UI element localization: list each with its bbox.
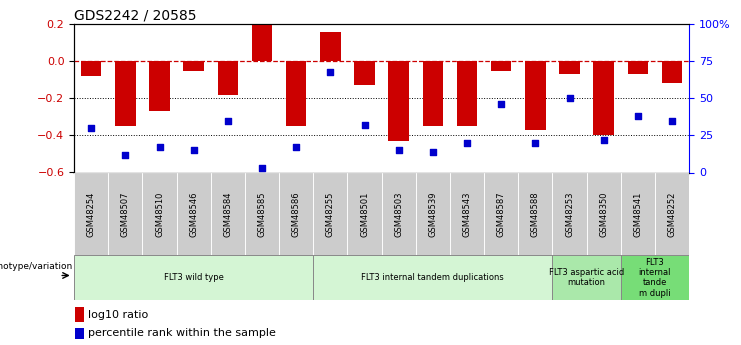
Bar bbox=[621, 255, 689, 300]
Text: GDS2242 / 20585: GDS2242 / 20585 bbox=[74, 9, 196, 23]
Bar bbox=[279, 172, 313, 255]
Point bbox=[153, 145, 165, 150]
Bar bbox=[388, 61, 409, 141]
Point bbox=[632, 114, 644, 119]
Bar bbox=[218, 61, 238, 95]
Bar bbox=[108, 172, 142, 255]
Bar bbox=[621, 172, 655, 255]
Bar bbox=[594, 61, 614, 135]
Bar bbox=[422, 61, 443, 126]
Text: GSM48254: GSM48254 bbox=[87, 191, 96, 237]
Bar bbox=[348, 172, 382, 255]
Text: FLT3
internal
tande
m dupli: FLT3 internal tande m dupli bbox=[639, 258, 671, 298]
Text: percentile rank within the sample: percentile rank within the sample bbox=[88, 328, 276, 338]
Bar bbox=[382, 172, 416, 255]
Bar bbox=[354, 61, 375, 85]
Point bbox=[256, 165, 268, 171]
Bar bbox=[628, 61, 648, 74]
Bar bbox=[662, 61, 682, 83]
Point bbox=[290, 145, 302, 150]
Bar bbox=[655, 172, 689, 255]
Text: GSM48585: GSM48585 bbox=[258, 191, 267, 237]
Bar bbox=[115, 61, 136, 126]
Bar bbox=[245, 172, 279, 255]
Text: GSM48503: GSM48503 bbox=[394, 191, 403, 237]
Bar bbox=[176, 172, 210, 255]
Point bbox=[564, 96, 576, 101]
Point bbox=[359, 122, 370, 128]
Bar bbox=[75, 307, 84, 322]
Bar bbox=[74, 255, 313, 300]
Bar bbox=[518, 172, 553, 255]
Bar bbox=[559, 61, 579, 74]
Text: FLT3 aspartic acid
mutation: FLT3 aspartic acid mutation bbox=[549, 268, 624, 287]
Point bbox=[427, 149, 439, 155]
Bar bbox=[416, 172, 450, 255]
Bar bbox=[553, 172, 587, 255]
Point bbox=[529, 140, 541, 146]
Bar bbox=[320, 31, 341, 61]
Bar bbox=[75, 328, 84, 338]
Bar bbox=[525, 61, 545, 130]
Point bbox=[187, 147, 199, 153]
Text: GSM48510: GSM48510 bbox=[155, 191, 164, 237]
Bar bbox=[184, 61, 204, 70]
Text: GSM48350: GSM48350 bbox=[599, 191, 608, 237]
Bar bbox=[313, 255, 553, 300]
Point bbox=[325, 69, 336, 75]
Text: GSM48541: GSM48541 bbox=[634, 191, 642, 237]
Text: FLT3 wild type: FLT3 wild type bbox=[164, 273, 224, 282]
Point bbox=[461, 140, 473, 146]
Text: GSM48587: GSM48587 bbox=[496, 191, 505, 237]
Bar bbox=[74, 172, 108, 255]
Bar bbox=[210, 172, 245, 255]
Point bbox=[495, 101, 507, 107]
Text: GSM48253: GSM48253 bbox=[565, 191, 574, 237]
Text: genotype/variation: genotype/variation bbox=[0, 262, 73, 271]
Bar bbox=[553, 255, 621, 300]
Text: GSM48584: GSM48584 bbox=[223, 191, 233, 237]
Text: GSM48507: GSM48507 bbox=[121, 191, 130, 237]
Text: GSM48586: GSM48586 bbox=[292, 191, 301, 237]
Bar bbox=[456, 61, 477, 126]
Text: GSM48252: GSM48252 bbox=[668, 191, 677, 237]
Text: FLT3 internal tandem duplications: FLT3 internal tandem duplications bbox=[362, 273, 504, 282]
Point bbox=[119, 152, 131, 157]
Text: log10 ratio: log10 ratio bbox=[88, 310, 148, 320]
Text: GSM48543: GSM48543 bbox=[462, 191, 471, 237]
Point bbox=[222, 118, 234, 123]
Bar bbox=[484, 172, 518, 255]
Bar bbox=[149, 61, 170, 111]
Text: GSM48501: GSM48501 bbox=[360, 191, 369, 237]
Point bbox=[598, 137, 610, 142]
Point bbox=[666, 118, 678, 123]
Bar bbox=[252, 22, 272, 61]
Text: GSM48588: GSM48588 bbox=[531, 191, 540, 237]
Bar bbox=[450, 172, 484, 255]
Point bbox=[393, 147, 405, 153]
Bar bbox=[587, 172, 621, 255]
Bar bbox=[313, 172, 348, 255]
Text: GSM48255: GSM48255 bbox=[326, 191, 335, 237]
Bar bbox=[286, 61, 307, 126]
Bar bbox=[491, 61, 511, 70]
Point bbox=[85, 125, 97, 131]
Bar bbox=[142, 172, 176, 255]
Bar bbox=[81, 61, 102, 76]
Text: GSM48546: GSM48546 bbox=[189, 191, 198, 237]
Text: GSM48539: GSM48539 bbox=[428, 191, 437, 237]
